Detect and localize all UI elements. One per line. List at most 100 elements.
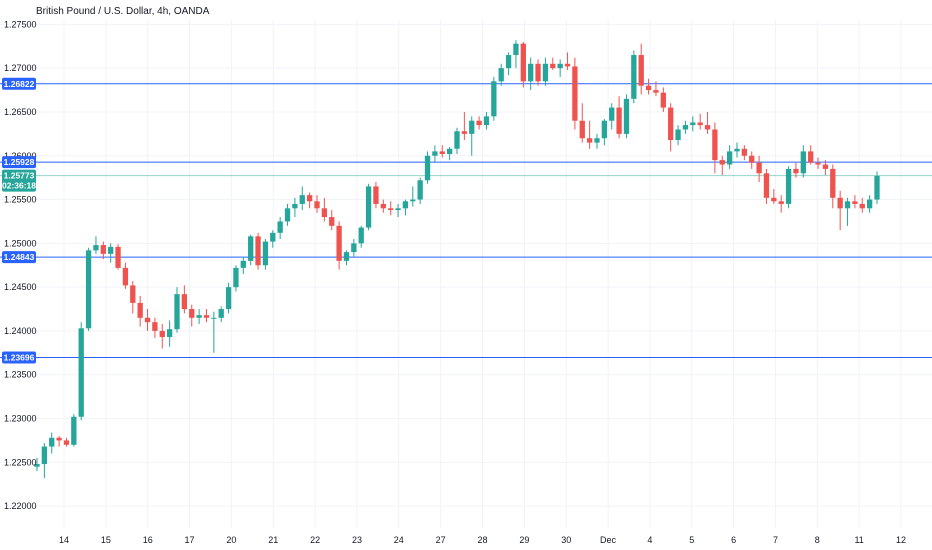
candle-body [616,107,622,134]
candle-down [822,160,829,176]
candle-body [166,329,173,338]
level-badge-label: 1.25928 [4,157,35,167]
candle-body [255,236,261,266]
candle-body [498,68,504,82]
candle-body [49,437,55,447]
x-tick-label: 12 [896,535,906,545]
candle-body [815,162,821,165]
candle-down [388,201,394,216]
candle-down [749,151,755,169]
candle-body [572,66,578,121]
candle-body [734,148,740,152]
y-tick-label: 1.23000 [4,414,37,424]
candle-body [417,180,423,200]
candle-up [395,203,401,218]
candle-down [373,182,379,209]
candle-up [623,94,630,139]
candle-body [830,168,836,198]
candle-up [785,166,792,209]
candle-up [218,306,224,323]
candle-down [645,78,652,95]
candle-body [653,90,659,93]
candle-body [793,168,799,174]
candle-up [365,183,372,231]
candle-body [321,208,328,218]
level-badge [2,156,36,169]
y-tick-label: 1.22000 [4,501,37,511]
candle-down [137,295,143,327]
candle-up [609,103,615,130]
candle-up [211,311,217,353]
candle-body [71,416,77,445]
candles [34,40,880,479]
x-tick-label: 21 [268,535,278,545]
x-tick-label: 8 [815,535,820,545]
candle-body [844,201,851,209]
candle-body [351,243,357,253]
candle-body [240,260,246,268]
candle-body [262,241,269,266]
candle-body [144,317,151,323]
candle-body [859,203,865,209]
x-tick-label: 6 [731,535,736,545]
candle-body [432,151,438,156]
candle-up [277,217,283,239]
candle-body [395,208,401,211]
candle-body [292,203,298,209]
candle-down [550,57,556,70]
candle-body [726,151,733,165]
candle-body [557,63,563,69]
x-tick-label: 20 [226,535,236,545]
candle-down [336,221,342,270]
price-axis[interactable]: 1.27500 1.27000 1.26500 1.26000 1.25500 1.250… [4,19,37,511]
candle-body [402,201,409,209]
candle-up [299,186,305,211]
candle-down [638,43,644,95]
y-tick-label: 1.26500 [4,107,37,117]
candle-up [844,197,851,226]
y-tick-label: 1.27000 [4,63,37,73]
candle-down [660,87,666,112]
candle-down [653,81,659,97]
candle-body [203,315,210,318]
candle-up [343,250,350,266]
candle-body [668,107,674,140]
level-badge-label: 1.24843 [4,252,35,262]
candle-down [616,96,622,139]
x-tick-label: 27 [436,535,446,545]
candle-down [564,52,571,70]
candle-up [292,197,298,218]
candle-body [373,186,379,204]
candle-up [248,234,254,266]
candle-body [469,120,475,134]
candle-down [306,192,313,209]
candle-body [719,160,725,165]
candle-body [837,197,843,209]
candle-up [594,133,600,149]
level-badge [2,251,36,264]
candle-body [439,151,445,155]
candle-body [690,122,696,126]
candle-body [564,63,571,67]
candle-body [682,125,689,130]
candle-body [270,232,276,242]
x-tick-label: 24 [394,535,404,545]
y-tick-label: 1.24500 [4,282,37,292]
candle-up [469,116,475,156]
candle-body [196,315,202,318]
candle-up [240,256,246,274]
candle-up [491,76,497,121]
candle-down [321,197,328,222]
candle-body [631,55,637,99]
level-badge-label: 1.23696 [4,353,35,363]
candle-up [631,50,637,104]
candle-down [203,309,210,323]
candle-body [446,148,453,155]
candle-body [41,446,48,465]
candle-up [402,199,409,216]
time-axis[interactable]: 14 15 16 17 20 21 22 23 24 27 28 29 30 Dec 4 5 6 7 8 11 12 [59,535,906,545]
y-tick-label: 1.24000 [4,326,37,336]
candle-down [380,199,386,213]
countdown-label: 02:36:18 [2,181,36,191]
